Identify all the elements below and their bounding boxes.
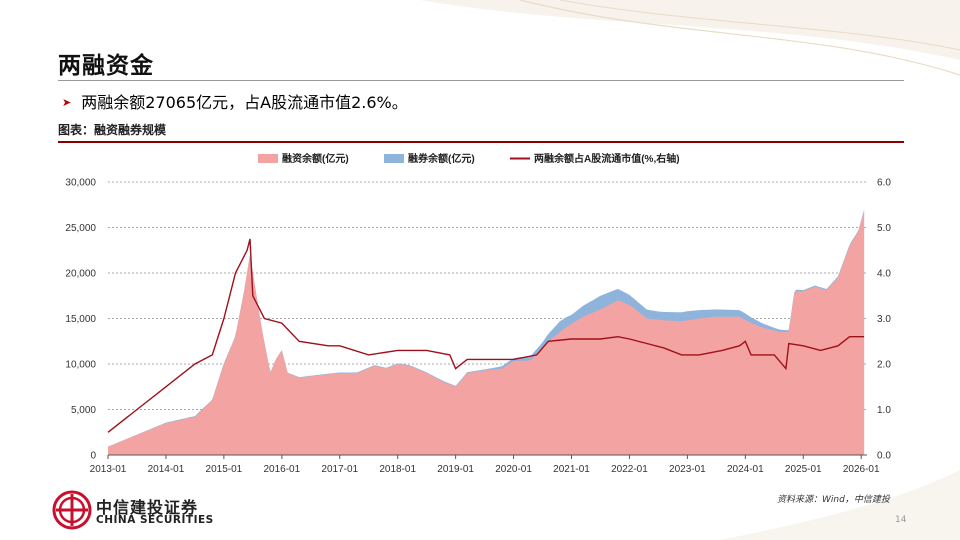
axes: 0 5,000 10,000 15,000 20,000 25,000 30,000 0.0 1… — [65, 178, 891, 476]
x-tick-label: 2023-01 — [669, 464, 706, 475]
x-tick-label: 2016-01 — [263, 464, 300, 475]
legend-financing-swatch — [258, 154, 278, 163]
china-securities-logo — [52, 490, 92, 530]
page-number: 14 — [895, 515, 907, 525]
y-left-tick-label: 0 — [90, 451, 96, 462]
x-tick-label: 2021-01 — [553, 464, 590, 475]
y-left-tick-label: 30,000 — [65, 178, 96, 189]
financing-balance-area — [108, 211, 865, 455]
title-divider — [58, 80, 904, 81]
bullet-text: 两融余额27065亿元，占A股流通市值2.6%。 — [81, 93, 408, 112]
x-tick-label: 2014-01 — [148, 464, 185, 475]
x-tick-label: 2018-01 — [379, 464, 416, 475]
logo-chinese-name: 中信建投证券 — [96, 498, 199, 517]
bullet-arrow-icon: ➤ — [62, 96, 72, 109]
y-left-tick-label: 20,000 — [65, 269, 96, 280]
y-right-tick-label: 0.0 — [877, 451, 891, 462]
line-series — [107, 238, 865, 433]
y-left-tick-label: 15,000 — [65, 314, 96, 325]
y-right-tick-label: 5.0 — [877, 223, 891, 234]
x-tick-label: 2020-01 — [495, 464, 532, 475]
y-left-tick-label: 5,000 — [71, 405, 96, 416]
x-tick-label: 2024-01 — [727, 464, 764, 475]
y-right-tick-label: 3.0 — [877, 314, 891, 325]
x-tick-label: 2025-01 — [785, 464, 822, 475]
page-title: 两融资金 — [58, 53, 154, 79]
x-tick-label: 2015-01 — [206, 464, 243, 475]
ratio-line — [107, 238, 865, 433]
x-tick-label: 2026-01 — [843, 464, 880, 475]
area-series — [108, 209, 865, 455]
bullet-point: ➤ 两融余额27065亿元，占A股流通市值2.6%。 — [62, 89, 408, 113]
legend-securities-lending-swatch — [384, 154, 404, 163]
caption-divider — [58, 141, 904, 143]
legend-ratio-label: 两融余额占A股流通市值(%,右轴) — [534, 152, 680, 165]
y-right-tick-label: 2.0 — [877, 360, 891, 371]
chart-caption: 图表：融资融券规模 — [58, 123, 167, 137]
y-right-tick-label: 1.0 — [877, 405, 891, 416]
legend-securities-lending-label: 融券余额(亿元) — [408, 152, 475, 165]
x-tick-label: 2022-01 — [611, 464, 648, 475]
y-right-tick-label: 4.0 — [877, 269, 891, 280]
legend: 融资余额(亿元) 融券余额(亿元) 两融余额占A股流通市值(%,右轴) — [258, 152, 680, 165]
y-left-tick-label: 25,000 — [65, 223, 96, 234]
x-tick-label: 2017-01 — [321, 464, 358, 475]
y-right-tick-label: 6.0 — [877, 178, 891, 189]
legend-financing-label: 融资余额(亿元) — [282, 152, 349, 165]
x-tick-label: 2019-01 — [437, 464, 474, 475]
x-tick-label: 2013-01 — [90, 464, 127, 475]
logo-english-name: CHINA SECURITIES — [96, 514, 214, 526]
data-source: 资料来源：Wind，中信建投 — [777, 495, 890, 505]
y-left-tick-label: 10,000 — [65, 360, 96, 371]
